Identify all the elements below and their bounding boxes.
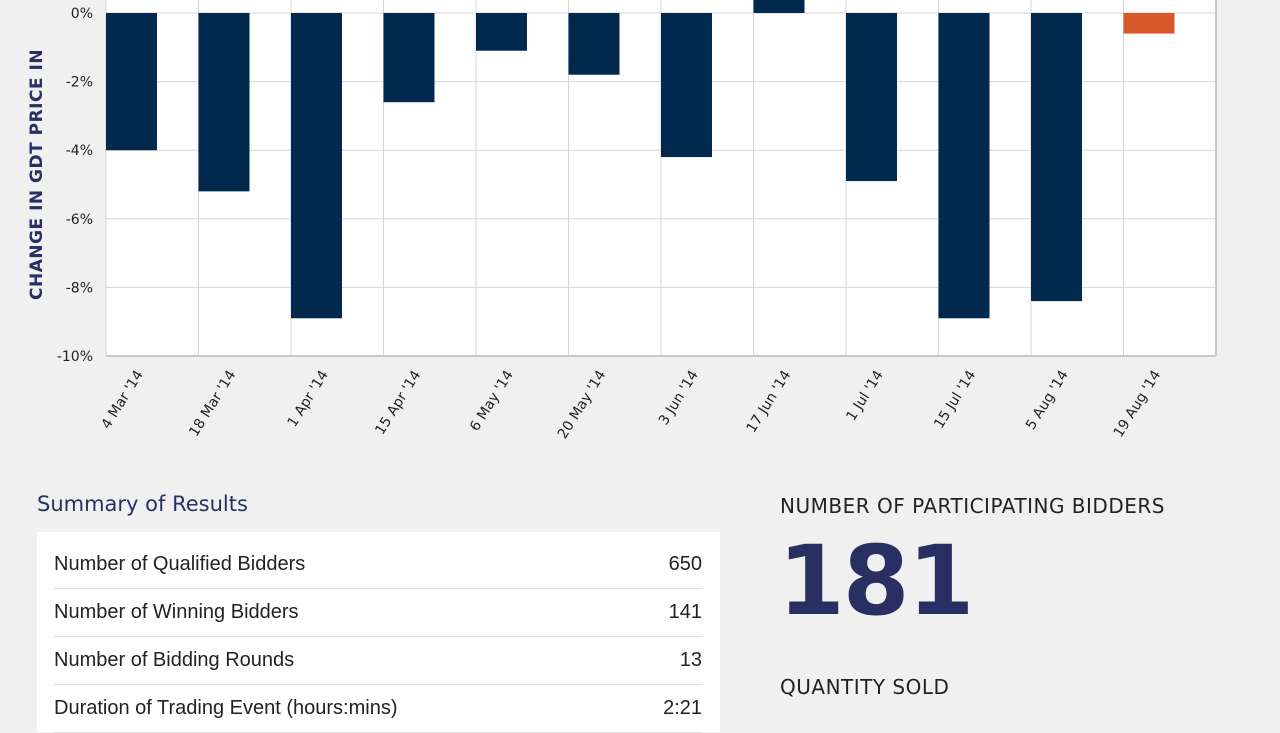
x-tick-label: 18 Mar '14 [186, 368, 239, 440]
y-tick-label: -8% [66, 280, 93, 296]
bar [568, 13, 620, 75]
bar [476, 13, 527, 51]
summary-title: Summary of Results [37, 492, 248, 516]
x-axis-ticks: 4 Mar '14 18 Mar '14 1 Apr '14 15 Apr '14 6 … [98, 368, 1164, 442]
bar [1123, 13, 1175, 34]
bar-series [106, 0, 1175, 319]
participating-bidders-label: NUMBER OF PARTICIPATING BIDDERS [780, 494, 1165, 518]
quantity-sold-label: QUANTITY SOLD [780, 675, 950, 699]
y-tick-label: -4% [66, 143, 93, 159]
x-tick-label: 5 Aug '14 [1023, 368, 1072, 433]
y-tick-label: -2% [66, 75, 93, 91]
y-tick-label: -10% [57, 349, 93, 365]
x-tick-label: 15 Jul '14 [931, 368, 979, 432]
summary-row-value: 13 [679, 648, 702, 671]
summary-row-value: 2:21 [663, 696, 702, 719]
x-tick-label: 3 Jun '14 [656, 368, 702, 429]
summary-row-value: 141 [668, 600, 702, 623]
y-axis-label: CHANGE IN GDT PRICE IN [27, 49, 47, 300]
x-tick-label: 1 Jul '14 [843, 368, 886, 424]
y-tick-label: -6% [66, 212, 93, 228]
x-tick-label: 6 May '14 [467, 368, 517, 435]
x-tick-label: 20 May '14 [555, 368, 610, 442]
bar-chart: 0% -2% -4% -6% -8% -10% 4 Mar '14 18 Mar '14 1 … [27, 0, 1217, 442]
x-tick-label: 1 Apr '14 [285, 368, 332, 431]
x-tick-label: 15 Apr '14 [372, 368, 424, 438]
bar [198, 13, 250, 192]
summary-table: Number of Qualified Bidders 650 Number o… [37, 532, 720, 733]
summary-row-value: 650 [668, 552, 702, 575]
bar [661, 13, 712, 158]
x-tick-label: 4 Mar '14 [98, 368, 147, 432]
x-tick-label: 19 Aug '14 [1111, 368, 1165, 441]
summary-row-label: Duration of Trading Event (hours:mins) [54, 696, 398, 719]
summary-row-winning-bidders: Number of Winning Bidders 141 [54, 588, 702, 637]
x-tick-label: 17 Jun '14 [744, 368, 795, 436]
bar [1031, 13, 1082, 302]
summary-row-duration: Duration of Trading Event (hours:mins) 2… [54, 684, 702, 733]
bar [753, 0, 805, 14]
y-axis-ticks: 0% -2% -4% -6% -8% -10% [57, 6, 93, 365]
bar [291, 13, 342, 319]
summary-row-qualified-bidders: Number of Qualified Bidders 650 [54, 540, 702, 589]
summary-row-bidding-rounds: Number of Bidding Rounds 13 [54, 636, 702, 685]
bar [106, 13, 157, 151]
summary-row-label: Number of Bidding Rounds [54, 648, 295, 671]
summary-row-label: Number of Qualified Bidders [54, 552, 306, 575]
bar [938, 13, 990, 319]
summary-row-label: Number of Winning Bidders [54, 600, 299, 623]
bar [383, 13, 435, 103]
participating-bidders-value: 181 [778, 525, 974, 637]
y-tick-label: 0% [71, 6, 93, 22]
bar [846, 13, 897, 182]
